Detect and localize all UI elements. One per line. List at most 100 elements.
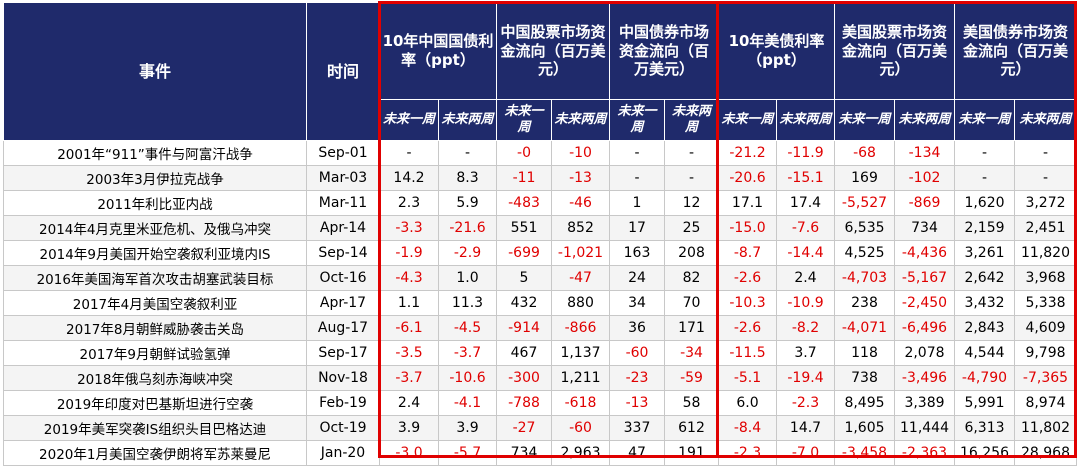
value-cell: 5.9	[438, 190, 497, 216]
date-cell: Nov-18	[306, 365, 380, 391]
event-cell: 2001年“911”事件与阿富汗战争	[3, 140, 307, 166]
value-cell: 1	[609, 190, 665, 216]
table-row: 2017年4月美国空袭叙利亚 Apr-17 1.1 11.3 432 880 34 70 -10…	[3, 290, 1077, 316]
value-cell: -14.4	[776, 240, 835, 266]
value-cell: -5.1	[718, 365, 777, 391]
value-cell: -866	[551, 315, 610, 341]
value-cell: 58	[664, 390, 719, 416]
value-cell: -2.6	[718, 315, 777, 341]
value-cell: -8.4	[718, 415, 777, 441]
value-cell: 25	[664, 215, 719, 241]
value-cell: 11.3	[438, 290, 497, 316]
value-cell: -5,527	[834, 190, 895, 216]
value-cell: -15.0	[718, 215, 777, 241]
value-cell: 3.7	[776, 340, 835, 366]
value-cell: -914	[496, 315, 552, 341]
value-cell: -21.6	[438, 215, 497, 241]
value-cell: -	[438, 140, 497, 166]
event-cell: 2017年8月朝鲜威胁袭击关岛	[3, 315, 307, 341]
value-cell: 2.3	[379, 190, 439, 216]
value-cell: 337	[609, 415, 665, 441]
table-row: 2016年美国海军首次攻击胡塞武装目标 Oct-16 -4.3 1.0 5 -47 24 82…	[3, 265, 1077, 291]
value-cell: 118	[834, 340, 895, 366]
value-cell: 1,620	[954, 190, 1015, 216]
value-cell: 734	[496, 440, 552, 466]
value-cell: 16,256	[954, 440, 1015, 466]
group-header: 美国债券市场资金流向（百万美元）	[954, 2, 1077, 100]
event-cell: 2020年1月美国空袭伊朗将军苏莱曼尼	[3, 440, 307, 466]
value-cell: 1,137	[551, 340, 610, 366]
value-cell: 3,432	[954, 290, 1015, 316]
value-cell: 14.7	[776, 415, 835, 441]
value-cell: 14.2	[379, 165, 439, 191]
value-cell: -10.3	[718, 290, 777, 316]
group-header: 10年中国国债利率（ppt）	[379, 2, 497, 100]
value-cell: 8,974	[1014, 390, 1077, 416]
value-cell: 171	[664, 315, 719, 341]
event-cell: 2017年4月美国空袭叙利亚	[3, 290, 307, 316]
value-cell: 2,451	[1014, 215, 1077, 241]
sub-header: 未来一周	[718, 99, 777, 141]
value-cell: 2.4	[776, 265, 835, 291]
sub-header: 未来一周	[379, 99, 439, 141]
value-cell: -7.6	[776, 215, 835, 241]
value-cell: -2,363	[894, 440, 955, 466]
value-cell: 163	[609, 240, 665, 266]
value-cell: -2,450	[894, 290, 955, 316]
value-cell: -8.2	[776, 315, 835, 341]
value-cell: -618	[551, 390, 610, 416]
event-cell: 2017年9月朝鲜试验氢弹	[3, 340, 307, 366]
value-cell: -23	[609, 365, 665, 391]
table-row: 2017年9月朝鲜试验氢弹 Sep-17 -3.5 -3.7 467 1,137 -60 -3…	[3, 340, 1077, 366]
value-cell: -4,790	[954, 365, 1015, 391]
date-cell: Sep-17	[306, 340, 380, 366]
value-cell: -699	[496, 240, 552, 266]
value-cell: -6.1	[379, 315, 439, 341]
value-cell: -46	[551, 190, 610, 216]
sub-header: 未来一周	[834, 99, 895, 141]
table-row: 2011年利比亚内战 Mar-11 2.3 5.9 -483 -46 1 12 17.1 17.4…	[3, 190, 1077, 216]
event-cell: 2016年美国海军首次攻击胡塞武装目标	[3, 265, 307, 291]
value-cell: 17	[609, 215, 665, 241]
value-cell: -4,071	[834, 315, 895, 341]
value-cell: 47	[609, 440, 665, 466]
value-cell: 70	[664, 290, 719, 316]
value-cell: 1,605	[834, 415, 895, 441]
group-header: 中国债券市场资金流向（百万美元）	[609, 2, 719, 100]
date-cell: Sep-14	[306, 240, 380, 266]
value-cell: 5,991	[954, 390, 1015, 416]
value-cell: -2.6	[718, 265, 777, 291]
event-cell: 2019年印度对巴基斯坦进行空袭	[3, 390, 307, 416]
value-cell: -3,496	[894, 365, 955, 391]
data-table: 事件 时间 10年中国国债利率（ppt） 中国股票市场资金流向（百万美元） 中国债券市场…	[3, 2, 1077, 466]
value-cell: 36	[609, 315, 665, 341]
sub-header: 未来两周	[1014, 99, 1077, 141]
column-header: 事件	[3, 2, 307, 141]
value-cell: 1.0	[438, 265, 497, 291]
value-cell: -4.5	[438, 315, 497, 341]
table-row: 2019年美军突袭IS组织头目巴格达迪 Oct-19 3.9 3.9 -27 -60 337…	[3, 415, 1077, 441]
value-cell: 6,535	[834, 215, 895, 241]
table-row: 2019年印度对巴基斯坦进行空袭 Feb-19 2.4 -4.1 -788 -618 -13…	[3, 390, 1077, 416]
value-cell: 6.0	[718, 390, 777, 416]
value-cell: -2.3	[776, 390, 835, 416]
value-cell: -5.7	[438, 440, 497, 466]
value-cell: 2.4	[379, 390, 439, 416]
value-cell: -	[664, 140, 719, 166]
value-cell: 2,642	[954, 265, 1015, 291]
value-cell: 3.9	[379, 415, 439, 441]
sub-header: 未来一周	[496, 99, 552, 141]
value-cell: 3.9	[438, 415, 497, 441]
value-cell: -3,458	[834, 440, 895, 466]
value-cell: 3,968	[1014, 265, 1077, 291]
value-cell: -60	[609, 340, 665, 366]
value-cell: 2,963	[551, 440, 610, 466]
value-cell: 82	[664, 265, 719, 291]
value-cell: -20.6	[718, 165, 777, 191]
value-cell: -6,496	[894, 315, 955, 341]
value-cell: -68	[834, 140, 895, 166]
value-cell: -3.5	[379, 340, 439, 366]
date-cell: Apr-14	[306, 215, 380, 241]
value-cell: -10.9	[776, 290, 835, 316]
